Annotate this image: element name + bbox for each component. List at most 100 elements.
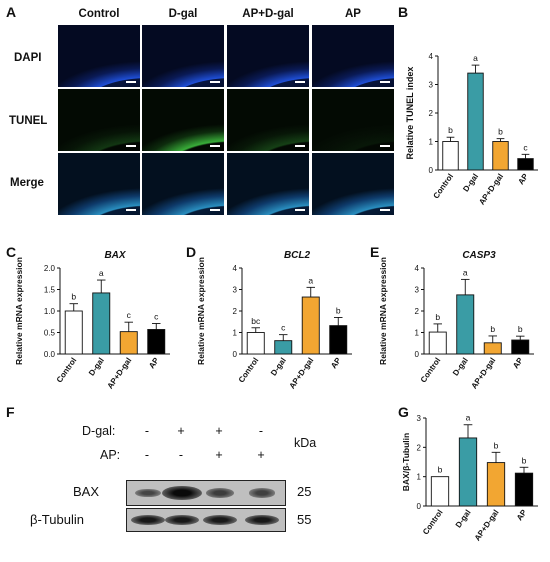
blot-strip-bax (126, 480, 286, 506)
row-header-merge: Merge (10, 177, 44, 189)
y-tick-label: 2 (429, 109, 434, 118)
x-tick-label: Control (421, 508, 445, 536)
panel-letter-g: G (398, 404, 409, 420)
x-tick-label: AP (515, 507, 529, 522)
micrograph-merge-1 (58, 153, 140, 215)
panel-letter-f: F (6, 404, 15, 420)
scale-bar (295, 81, 305, 83)
sign-dgal-3: + (215, 424, 223, 438)
blot-band (165, 515, 199, 525)
chart-casp3-mrna: CASP3 0 1 2 3 4 Relative mRNA expression b Contr… (378, 250, 534, 390)
significance-letter: a (466, 413, 471, 423)
y-tick-label: 0.0 (44, 350, 56, 359)
bar-ap (517, 158, 534, 171)
y-tick-label: 3 (415, 286, 420, 295)
scale-bar (126, 81, 136, 83)
bar-control (246, 332, 265, 355)
significance-letter: b (71, 292, 76, 302)
bar-ap (511, 339, 530, 355)
band-kda-tubulin: 55 (297, 512, 312, 527)
bar-ap-d-gal (119, 331, 138, 355)
x-tick-label: D-gal (87, 356, 106, 378)
x-tick-label: Control (431, 172, 455, 200)
bar-ap (329, 325, 348, 355)
panel-letter-e: E (370, 244, 380, 260)
chart-title: BCL2 (284, 250, 311, 261)
scale-bar (210, 145, 220, 147)
significance-letter: b (498, 127, 503, 137)
y-tick-label: 2 (415, 307, 420, 316)
micrograph-dapi-1 (58, 25, 140, 87)
kda-label: kDa (294, 436, 317, 450)
significance-letter: a (463, 267, 468, 277)
bar-ap-d-gal (301, 296, 320, 355)
x-tick-label: D-gal (454, 508, 473, 530)
micrograph-tunel-4 (312, 89, 394, 151)
scale-bar (210, 81, 220, 83)
y-tick-label: 0 (417, 502, 422, 511)
row-header-tunel: TUNEL (9, 115, 48, 127)
blot-band (203, 515, 237, 525)
y-axis-label: Relative mRNA expression (378, 257, 388, 365)
chart-title: BAX (104, 250, 126, 261)
treatment-label-ap: AP: (100, 448, 121, 462)
y-axis-label: BAX/β-Tubulin (401, 433, 411, 491)
band-label-bax: BAX (73, 484, 100, 499)
significance-letter: b (490, 324, 495, 334)
treatment-label-dgal: D-gal: (82, 424, 116, 438)
significance-letter: bc (251, 316, 261, 326)
x-tick-label: AP+D-gal (105, 356, 133, 390)
significance-letter: b (494, 440, 499, 450)
band-kda-bax: 25 (297, 484, 312, 499)
y-tick-label: 4 (415, 264, 420, 273)
significance-letter: b (438, 465, 443, 475)
bar-d-gal (92, 292, 111, 355)
significance-letter: b (448, 125, 453, 135)
chart-bax-tubulin: 0 1 2 3 BAX/β-Tubulin b Control a D-gal b AP+D-gal… (401, 413, 538, 542)
y-tick-label: 1 (233, 329, 238, 338)
micrograph-dapi-2 (142, 25, 224, 87)
y-tick-label: 2 (417, 443, 422, 452)
scale-bar (126, 209, 136, 211)
bar-d-gal (456, 294, 475, 355)
x-tick-label: AP (511, 355, 525, 370)
x-tick-label: D-gal (451, 356, 470, 378)
y-tick-label: 0.5 (44, 329, 56, 338)
significance-letter: b (518, 324, 523, 334)
bar-control (442, 141, 459, 171)
y-tick-label: 1 (429, 138, 434, 147)
y-tick-label: 4 (233, 264, 238, 273)
micrograph-merge-3 (227, 153, 309, 215)
significance-letter: c (281, 323, 286, 333)
column-header-control: Control (78, 8, 120, 20)
micrograph-tunel-2 (142, 89, 224, 151)
blot-band (206, 488, 234, 498)
blot-band (162, 486, 202, 500)
scale-bar (295, 145, 305, 147)
panel-letter-c: C (6, 244, 17, 260)
bar-ap (514, 472, 534, 507)
micrograph-tunel-1 (58, 89, 140, 151)
y-tick-label: 4 (429, 52, 434, 61)
y-axis-label: Relative TUNEL index (405, 67, 415, 160)
x-tick-label: AP (516, 171, 530, 186)
significance-letter: b (522, 455, 527, 465)
x-tick-label: Control (237, 356, 261, 384)
chart-tunel-index: 0 1 2 3 4 Relative TUNEL index b Control a D-gal b… (405, 52, 538, 206)
bar-ap (147, 329, 166, 355)
y-axis-label: Relative mRNA expression (14, 257, 24, 365)
x-tick-label: AP (329, 355, 343, 370)
x-tick-label: D-gal (461, 172, 480, 194)
x-tick-label: AP (147, 355, 161, 370)
significance-letter: c (154, 311, 159, 321)
significance-letter: b (435, 312, 440, 322)
band-label-tubulin: β-Tubulin (30, 512, 84, 527)
scale-bar (380, 209, 390, 211)
bar-ap-d-gal (486, 462, 506, 507)
scale-bar (295, 209, 305, 211)
y-tick-label: 1 (415, 329, 420, 338)
chart-title: CASP3 (462, 250, 496, 261)
column-header-ap-dgal: AP+D-gal (242, 8, 294, 20)
bar-control (430, 476, 450, 507)
